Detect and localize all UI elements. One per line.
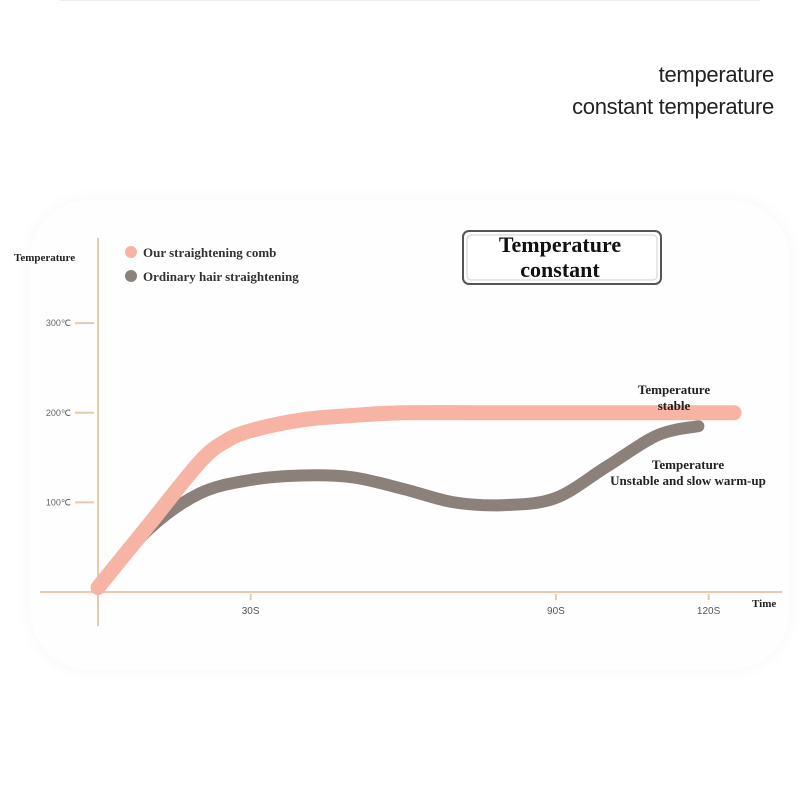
legend-label-ordinary: Ordinary hair straightening: [143, 269, 299, 284]
legend-swatch-ordinary: [125, 270, 137, 282]
x-tick-label: 90S: [547, 606, 565, 617]
y-axis-label: Temperature: [14, 252, 75, 264]
x-axis-label: Time: [752, 598, 776, 610]
unstable-note-line-2: Unstable and slow warm-up: [610, 473, 766, 488]
stable-note-line-1: Temperature: [638, 382, 710, 397]
series-line-our-comb: [90, 405, 742, 596]
x-tick-label: 30S: [242, 606, 260, 617]
unstable-note-line-1: Temperature: [652, 457, 724, 472]
series-line-ordinary: [92, 420, 705, 594]
badge-line-2: constant: [520, 257, 600, 282]
badge-line-1: Temperature: [499, 232, 621, 257]
header-line-2: constant temperature: [572, 94, 774, 119]
y-tick-label: 100℃: [46, 497, 71, 507]
series-group: [90, 405, 742, 596]
y-tick-label: 300℃: [46, 318, 71, 328]
top-divider: [60, 0, 760, 1]
stable-note-line-2: stable: [658, 398, 691, 413]
legend-swatch-our: [125, 246, 137, 258]
legend-label-our: Our straightening comb: [143, 245, 276, 260]
constant-badge: [462, 230, 662, 285]
y-tick-label: 200℃: [46, 408, 71, 418]
header-line-1: temperature: [658, 62, 775, 87]
constant-badge-inner: [466, 234, 658, 281]
x-tick-label: 120S: [697, 606, 721, 617]
ticks-group: 100℃ 200℃ 300℃ 30S 90S 120S: [46, 318, 721, 617]
